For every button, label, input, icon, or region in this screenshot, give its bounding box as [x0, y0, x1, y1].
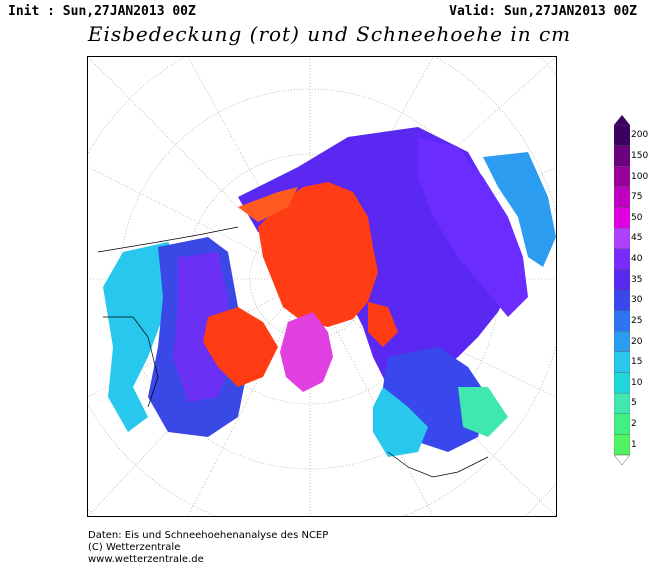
legend-label: 40	[631, 254, 643, 265]
legend-swatch	[614, 392, 630, 414]
legend-swatch	[614, 351, 630, 373]
legend-label: 10	[631, 377, 643, 388]
legend-color-bar	[614, 115, 630, 465]
legend-swatch	[614, 434, 630, 456]
legend-swatch	[614, 248, 630, 270]
legend-label: 75	[631, 192, 643, 203]
meridian	[88, 57, 311, 280]
legend-label: 2	[631, 419, 637, 430]
legend-label: 200	[631, 130, 649, 141]
snow-siberia-deep	[418, 137, 528, 317]
legend-swatch	[614, 372, 630, 394]
meridian	[309, 278, 434, 516]
footer-url[interactable]: www.wetterzentrale.de	[88, 554, 204, 565]
footer-source: Daten: Eis und Schneehoehenanalyse des N…	[88, 530, 329, 541]
legend-swatch	[614, 145, 630, 167]
legend-label: 15	[631, 357, 643, 368]
map-title: Eisbedeckung (rot) und Schneehoehe in cm	[87, 22, 572, 46]
legend-label: 50	[631, 212, 643, 223]
legend-arrow-top	[614, 115, 630, 125]
sea-ice-barents	[368, 302, 398, 347]
coastline	[387, 451, 489, 478]
legend-swatch	[614, 269, 630, 291]
init-time: Init : Sun,27JAN2013 00Z	[8, 4, 196, 19]
legend-swatch	[614, 331, 630, 353]
polar-projection	[88, 57, 556, 516]
legend-swatch	[614, 310, 630, 332]
legend-swatch	[614, 124, 630, 146]
valid-time: Valid: Sun,27JAN2013 00Z	[449, 4, 637, 19]
legend-label: 150	[631, 150, 649, 161]
sea-ice-arctic	[258, 182, 378, 327]
legend-swatch	[614, 289, 630, 311]
footer: Daten: Eis und Schneehoehenanalyse des N…	[88, 530, 328, 566]
legend-label: 20	[631, 336, 643, 347]
legend-label: 25	[631, 315, 643, 326]
coastline	[103, 316, 159, 408]
legend-label: 45	[631, 233, 643, 244]
footer-copyright: (C) Wetterzentrale	[88, 542, 181, 553]
coastline	[97, 226, 239, 253]
legend-arrow-bottom	[614, 454, 630, 465]
sea-ice-beaufort	[238, 187, 298, 222]
snow-far-east	[483, 152, 556, 267]
legend-label: 1	[631, 439, 637, 450]
legend-swatch	[614, 207, 630, 229]
color-legend: 200 150 100 75 50 45 40 35 30 25 20 15 10 5 2 1	[614, 115, 654, 465]
snow-europe-light	[458, 387, 508, 437]
legend-label: 35	[631, 274, 643, 285]
legend-swatch	[614, 166, 630, 188]
legend-label: 5	[631, 398, 637, 409]
legend-swatch	[614, 186, 630, 208]
meridian	[187, 278, 311, 516]
legend-label: 100	[631, 171, 649, 182]
snow-north-america-light	[103, 242, 178, 432]
meridian	[88, 166, 311, 280]
greenland	[280, 312, 333, 392]
legend-label: 30	[631, 295, 643, 306]
snow-ice-map	[87, 56, 557, 517]
legend-swatch	[614, 413, 630, 435]
legend-swatch	[614, 227, 630, 249]
snow-scandinavia-edge	[373, 387, 428, 457]
sea-ice-hudson	[203, 307, 278, 387]
